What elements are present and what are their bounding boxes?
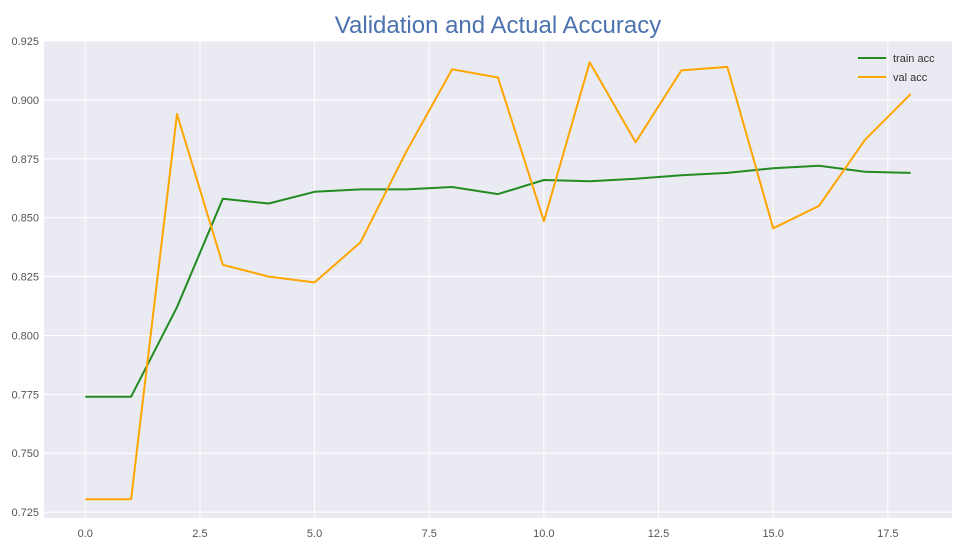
x-tick-label: 2.5 bbox=[192, 528, 207, 540]
x-tick-label: 7.5 bbox=[422, 528, 437, 540]
y-tick-label: 0.900 bbox=[11, 95, 39, 107]
x-tick-label: 17.5 bbox=[877, 528, 898, 540]
x-tick-label: 15.0 bbox=[762, 528, 783, 540]
y-tick-label: 0.725 bbox=[11, 507, 39, 519]
y-tick-label: 0.775 bbox=[11, 389, 39, 401]
gridlines bbox=[44, 40, 952, 518]
y-tick-label: 0.925 bbox=[11, 36, 39, 48]
series-line-val-acc bbox=[85, 61, 912, 501]
x-axis-ticks: 0.0 2.5 5.0 7.5 10.0 12.5 15.0 17.5 bbox=[78, 528, 899, 540]
series-lines bbox=[85, 61, 912, 501]
y-axis-ticks: 0.725 0.750 0.775 0.800 0.825 0.850 0.875 0.900… bbox=[11, 36, 39, 519]
x-tick-label: 10.0 bbox=[533, 528, 554, 540]
plot-area bbox=[44, 41, 952, 518]
y-tick-label: 0.850 bbox=[11, 213, 39, 225]
legend: train acc val acc bbox=[858, 53, 935, 84]
x-tick-label: 12.5 bbox=[648, 528, 669, 540]
series-line-train-acc bbox=[85, 164, 911, 398]
y-tick-label: 0.800 bbox=[11, 330, 39, 342]
legend-label: val acc bbox=[893, 72, 928, 84]
x-tick-label: 5.0 bbox=[307, 528, 322, 540]
y-tick-label: 0.750 bbox=[11, 448, 39, 460]
legend-label: train acc bbox=[893, 53, 935, 65]
y-tick-label: 0.825 bbox=[11, 272, 39, 284]
x-tick-label: 0.0 bbox=[78, 528, 93, 540]
chart-title: Validation and Actual Accuracy bbox=[335, 12, 661, 39]
y-tick-label: 0.875 bbox=[11, 154, 39, 166]
